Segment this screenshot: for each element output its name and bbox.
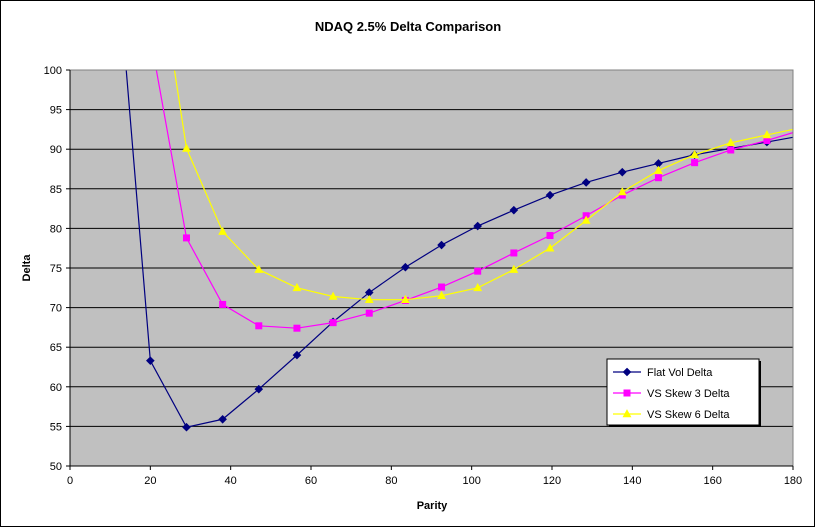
series-3-point-10 [509,264,519,273]
x-tick-label-160: 160 [703,475,721,487]
series-3-point-8 [437,290,446,300]
x-tick-label-20: 20 [144,475,156,487]
y-tick-label-65: 65 [50,342,62,354]
y-tick-label-60: 60 [50,382,62,394]
series-2 [155,70,793,332]
legend-item-2: VS Skew 3 Delta [613,388,730,400]
series-2-point-11 [546,232,554,240]
x-tick-label-140: 140 [623,475,641,487]
series-2-point-10 [510,249,518,257]
series-3-point-7 [400,294,410,303]
series-3-point-17 [762,130,772,139]
series-2-point-2 [219,300,227,308]
series-line-1 [125,70,793,428]
series-2-point-16 [727,146,735,154]
y-tick-label-95: 95 [50,105,62,117]
legend: Flat Vol Delta VS Skew 3 Delta VS Skew 6 D… [606,358,761,427]
series-1-point-14 [617,167,627,177]
legend-label-1: Flat Vol Delta [647,367,713,379]
series-2-point-8 [438,283,446,291]
series-2-point-6 [365,309,373,317]
series-2-point-5 [329,319,337,327]
series-2-point-17 [763,136,771,144]
series-3-point-11 [545,243,555,252]
series-3-point-1 [182,143,191,152]
y-tick-label-85: 85 [50,184,62,196]
x-tick-label-60: 60 [305,475,317,487]
y-tick-label-100: 100 [44,65,62,77]
legend-swatch-marker-2 [623,389,631,397]
x-tick-label-180: 180 [784,475,802,487]
series-3-point-6 [364,294,374,303]
chart-title: NDAQ 2.5% Delta Comparison [315,19,501,34]
series-3-point-15 [690,149,700,159]
series-2-point-3 [255,322,263,330]
series-2-point-1 [182,234,190,242]
series-layer [125,70,793,432]
x-tick-label-40: 40 [225,475,237,487]
series-1-point-8 [401,262,410,272]
series-1-point-9 [437,240,446,250]
series-1-point-4 [254,384,264,394]
series-3-point-12 [581,215,591,224]
series-1-point-10 [473,221,482,231]
series-3-point-14 [653,165,663,174]
series-2-point-15 [691,159,699,167]
series-3-point-13 [617,187,627,196]
series-2-point-14 [654,174,662,182]
y-axis-title: Delta [21,254,33,282]
series-3-point-3 [254,264,264,273]
y-tick-label-55: 55 [50,421,62,433]
series-1-point-5 [292,350,302,360]
x-tick-label-100: 100 [462,475,480,487]
series-3-point-2 [218,226,228,235]
series-1-point-1 [146,356,155,365]
legend-swatch-marker-1 [622,367,632,377]
series-1-point-3 [218,414,227,424]
series-3 [173,70,793,303]
x-tick-label-0: 0 [67,475,73,487]
x-tick-label-120: 120 [543,475,561,487]
y-tick-label-70: 70 [50,303,62,315]
series-2-point-9 [474,267,482,275]
legend-label-3: VS Skew 6 Delta [647,409,730,421]
y-tick-label-90: 90 [50,144,62,156]
series-3-point-4 [292,282,302,292]
series-1-point-2 [182,422,191,432]
legend-item-1: Flat Vol Delta [613,367,713,379]
x-tick-label-80: 80 [385,475,397,487]
legend-swatch-marker-3 [622,409,632,418]
series-1-point-13 [581,178,591,187]
series-3-point-9 [473,282,483,292]
series-1-point-11 [509,205,519,215]
y-tick-label-80: 80 [50,223,62,235]
series-3-point-16 [726,138,736,147]
x-axis-title: Parity [417,500,448,512]
series-3-point-5 [328,291,338,300]
series-1-point-12 [545,190,555,200]
legend-label-2: VS Skew 3 Delta [647,388,730,400]
x-axis-ticks: 0 20 40 60 80 100 120 140 160 180 [67,466,802,487]
series-2-point-4 [293,324,301,332]
y-tick-label-75: 75 [50,263,62,275]
y-tick-label-50: 50 [50,461,62,473]
y-axis-ticks: 50 55 60 65 70 75 80 85 90 95 100 [44,65,70,473]
legend-item-3: VS Skew 6 Delta [613,409,730,421]
